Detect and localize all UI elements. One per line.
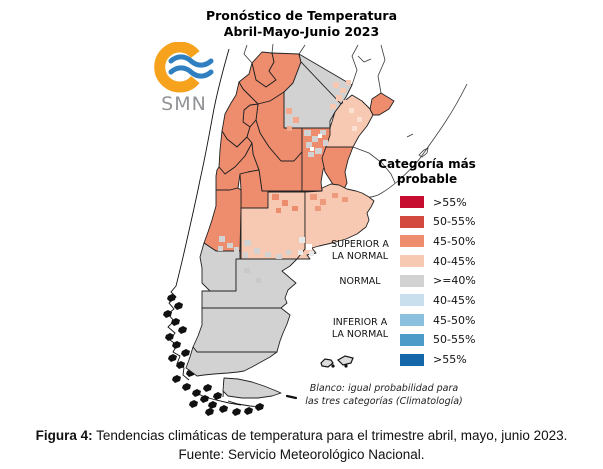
neighbor-borders — [243, 43, 468, 198]
legend-entry-label: 50-55% — [433, 215, 476, 229]
smn-logo-text: SMN — [161, 93, 207, 115]
logo-wave-bottom — [168, 65, 214, 79]
legend-note-line2: las tres categorías (Climatología) — [305, 396, 463, 407]
legend-entry: 40-45% — [400, 254, 476, 268]
legend-swatch-below-45-50 — [400, 314, 424, 327]
logo-ring — [154, 41, 200, 93]
legend-title: Categoría más probable — [368, 157, 486, 187]
legend-swatch-above-gt55 — [400, 196, 424, 208]
province-corrientes — [325, 94, 374, 148]
legend-swatch-above-45-50 — [400, 235, 424, 248]
province-misiones — [369, 92, 395, 116]
legend-entry-label: 40-45% — [433, 293, 476, 307]
province-tierra-del-fuego — [222, 377, 282, 399]
paraguay-river-squiggle — [357, 55, 372, 63]
legend-entry: 45-50% — [400, 234, 476, 248]
map-title-line2: Abril-Mayo-Junio 2023 — [223, 24, 380, 39]
legend-title-line1: Categoría más — [378, 157, 476, 171]
legend-entry: >55% — [400, 353, 476, 366]
legend-swatch-below-40-45 — [400, 294, 424, 307]
smn-logo: SMN — [148, 41, 220, 115]
province-chubut — [192, 307, 291, 353]
legend-entry: 40-45% — [400, 293, 476, 307]
pilcomayo-border-line — [298, 44, 306, 55]
legend-group-label-line: LA NORMAL — [331, 329, 389, 340]
legend-entry-label: 45-50% — [433, 313, 476, 327]
legend-group-label-line: LA NORMAL — [331, 251, 389, 262]
legend-entry: >55% — [400, 195, 476, 209]
legend-entry-label: 40-45% — [433, 254, 476, 268]
uruguay-brazil-border-line — [352, 146, 396, 184]
legend-title-line2: probable — [396, 172, 458, 186]
legend-entry-label: 50-55% — [433, 333, 476, 347]
map-title: Pronóstico de Temperatura Abril-Mayo-Jun… — [0, 8, 603, 40]
legend-entry-label: 45-50% — [433, 234, 476, 248]
magellan-islands-coast — [195, 392, 242, 406]
legend-swatch-below-gt55 — [400, 353, 424, 366]
bolivia-border-line — [271, 43, 274, 54]
legend-group-label-line: NORMAL — [339, 276, 381, 287]
isla-de-los-estados — [285, 394, 298, 400]
paraguay-river-line — [351, 44, 359, 86]
figure-caption: Figura 4: Tendencias climáticas de tempe… — [0, 426, 603, 464]
legend-swatch-normal-ge40 — [400, 274, 424, 287]
legend-entry-label: >55% — [433, 353, 467, 366]
legend-swatch-above-50-55 — [400, 215, 424, 228]
legend-group-normal: NORMAL — [316, 276, 404, 288]
malvinas-islands — [320, 355, 354, 368]
lagoa-dos-patos-icon — [418, 147, 429, 158]
parana-river-line — [377, 44, 386, 94]
province-buenos-aires — [296, 183, 375, 260]
province-rio-negro — [201, 258, 298, 309]
chile-pacific-coast — [175, 48, 230, 287]
legend-group-superior: SUPERIOR A LA NORMAL — [316, 239, 404, 263]
brazil-uruguay-coastline — [346, 83, 468, 198]
legend-entry: >=40% — [400, 274, 476, 288]
legend-group-label-line: INFERIOR A — [332, 317, 388, 328]
figure-caption-label: Figura 4: — [35, 428, 93, 443]
figure-caption-text: Tendencias climáticas de temperatura par… — [92, 428, 568, 443]
legend-group-label-line: SUPERIOR A — [331, 239, 389, 250]
coast-tick — [406, 133, 414, 138]
provinces — [185, 51, 395, 399]
legend-entries: >55% 50-55% 45-50% 40-45% >=40% 40-45% 4… — [400, 196, 476, 373]
legend-group-inferior: INFERIOR A LA NORMAL — [316, 317, 404, 341]
legend-swatch-above-40-45 — [400, 255, 424, 268]
malvinas-islet — [344, 364, 348, 368]
legend-note: Blanco: igual probabilidad para las tres… — [288, 382, 480, 408]
legend-note-line1: Blanco: igual probabilidad para — [309, 383, 459, 394]
smn-logo-icon — [154, 41, 214, 93]
legend-entry: 45-50% — [400, 313, 476, 327]
legend-entry: 50-55% — [400, 215, 476, 229]
map-title-line1: Pronóstico de Temperatura — [205, 8, 398, 23]
bolivia-chile-border-line — [243, 44, 253, 64]
malvinas-islet — [331, 364, 335, 368]
probability-mosaic-texture — [218, 80, 362, 283]
logo-wave-top — [168, 54, 214, 68]
figure-caption-source: Fuente: Servicio Meteorológico Nacional. — [178, 447, 425, 462]
argentina-forecast-map — [163, 43, 468, 416]
malvinas-west-island — [320, 358, 334, 368]
legend-entry-label: >=40% — [433, 274, 476, 288]
malvinas-east-island — [337, 355, 354, 366]
legend-swatch-below-50-55 — [400, 333, 424, 346]
legend-entry: 50-55% — [400, 333, 476, 347]
province-santa-cruz — [185, 346, 278, 377]
legend-entry-label: >55% — [433, 195, 467, 209]
figure-caption-line1: Figura 4: Tendencias climáticas de tempe… — [0, 426, 603, 445]
